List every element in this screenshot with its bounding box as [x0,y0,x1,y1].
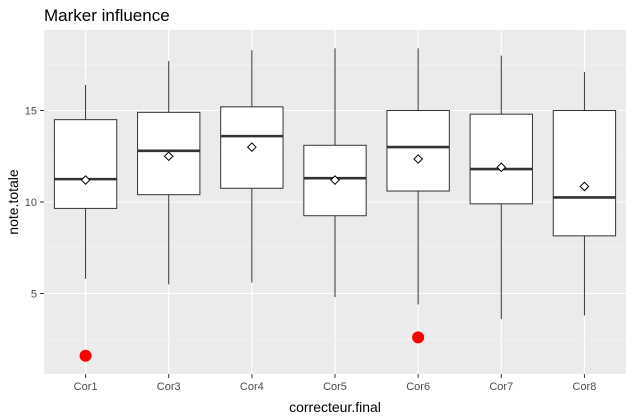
x-tick-label: Cor3 [157,381,181,393]
y-tick-label: 15 [25,106,37,118]
box-cor5 [303,48,367,298]
iqr-box [53,119,118,209]
x-tick-label: Cor5 [323,381,347,393]
x-tick-label: Cor8 [573,381,597,393]
chart-title: Marker influence [44,6,170,25]
x-tick-label: Cor7 [489,381,513,393]
box-cor4 [220,50,284,283]
mean-marker [80,175,91,185]
x-tick-label: Cor4 [240,381,264,393]
iqr-box [469,113,533,205]
box-cor3 [137,61,201,285]
outlier-point [412,331,425,344]
mean-marker [163,151,174,162]
mean-marker [496,162,507,173]
y-tick-label: 10 [25,197,37,209]
y-axis-title: note.totale [5,169,21,235]
x-tick-label: Cor1 [74,381,98,393]
mean-marker [579,181,590,192]
iqr-box [386,110,450,192]
box-cor8 [552,72,617,316]
x-axis-ticks: Cor1 Cor3 Cor4 Cor5 Cor6 Cor7 Cor8 [74,374,597,393]
mean-marker [413,154,424,164]
mean-marker [246,142,257,153]
box-cor7 [469,55,533,320]
outlier-point [79,349,92,362]
mean-marker [330,175,340,185]
box-cor6 [386,48,450,344]
box-cor1 [53,84,118,362]
iqr-box [552,110,617,237]
boxes-layer [53,48,617,362]
x-tick-label: Cor6 [406,381,430,393]
y-axis-ticks: 5 10 15 [25,106,44,300]
x-axis-title: correcteur.final [289,399,381,415]
y-tick-label: 5 [31,288,37,300]
